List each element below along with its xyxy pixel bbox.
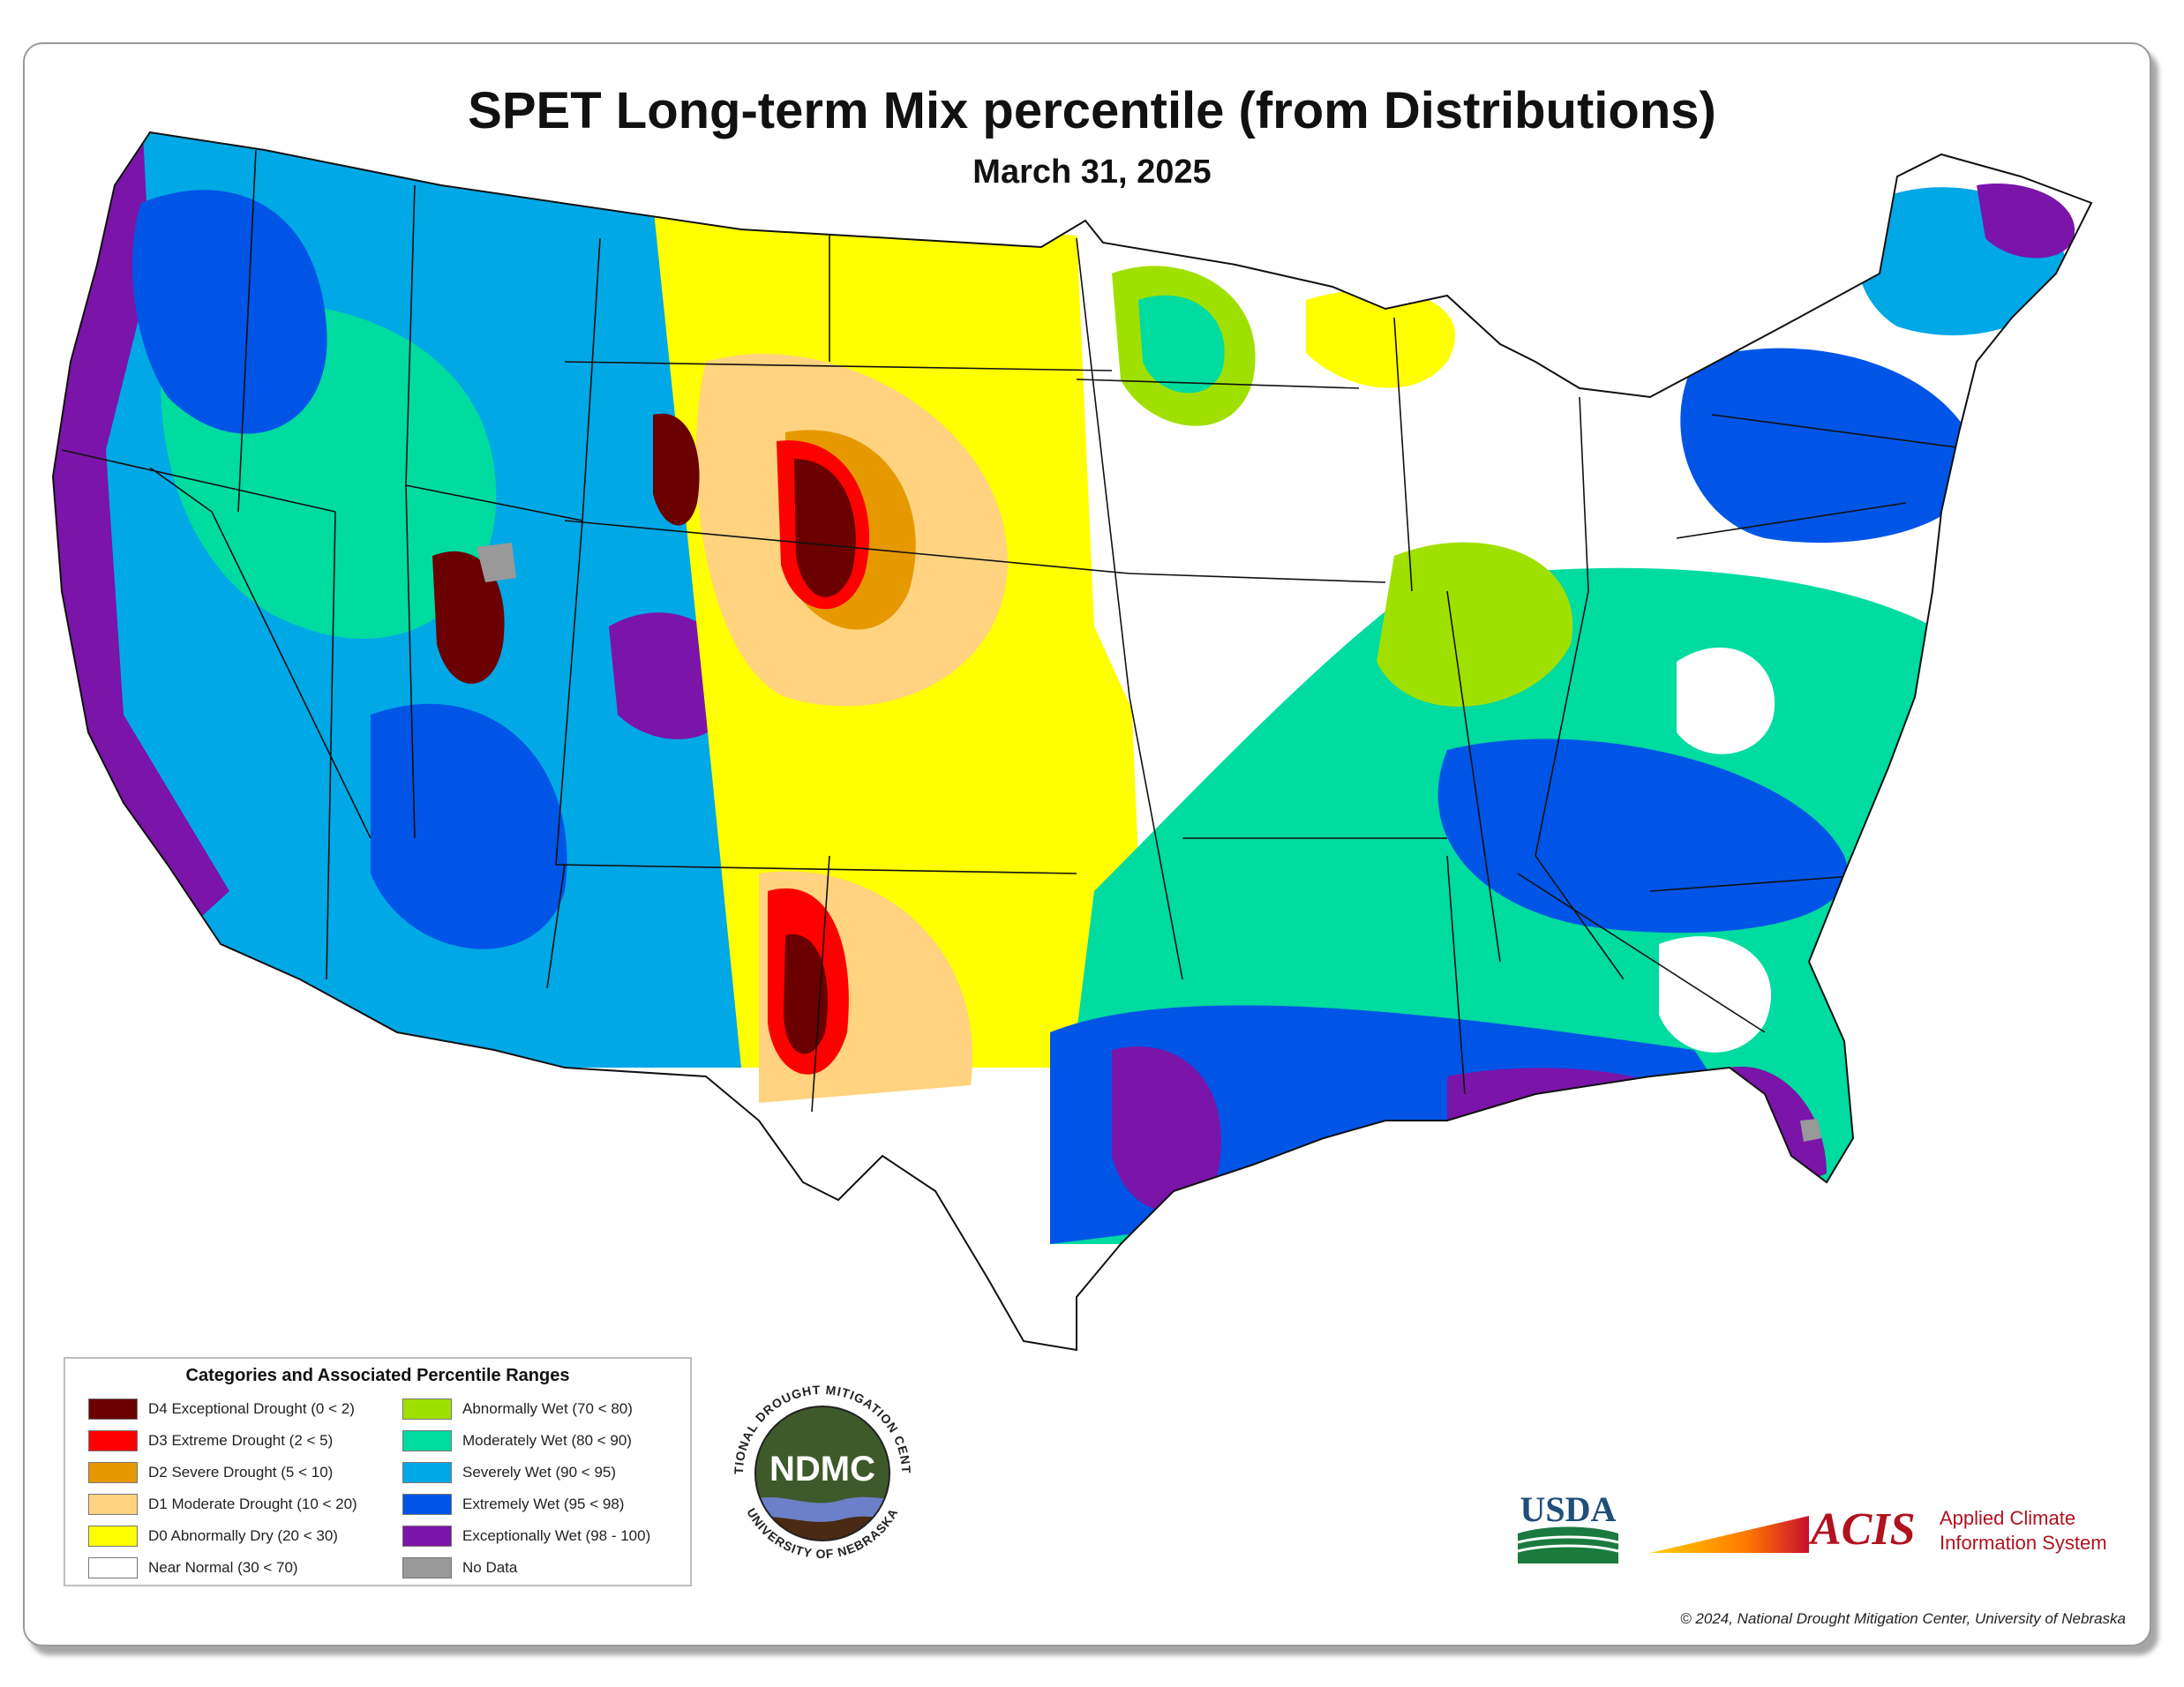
plains-exceptional-drought: [794, 459, 856, 597]
legend-label: Exceptionally Wet (98 - 100): [462, 1527, 651, 1544]
legend-swatch: [88, 1462, 138, 1483]
legend: Categories and Associated Percentile Ran…: [64, 1357, 692, 1586]
northeast-extremely-wet: [1680, 348, 1978, 544]
minnesota-moderately-wet: [1138, 295, 1225, 394]
utah-exceptional-drought: [432, 551, 505, 684]
west-extremely-wet: [132, 190, 327, 434]
legend-item: D3 Extreme Drought (2 < 5): [88, 1429, 333, 1452]
southwest-extremely-wet: [371, 703, 567, 949]
legend-item: Moderately Wet (80 < 90): [402, 1429, 632, 1452]
legend-swatch: [88, 1398, 138, 1420]
legend-swatch: [88, 1526, 138, 1547]
legend-label: D2 Severe Drought (5 < 10): [148, 1464, 334, 1481]
map-date: March 31, 2025: [972, 154, 1212, 191]
gulf-exceptional-wet: [1447, 1068, 1694, 1138]
legend-swatch: [402, 1462, 452, 1483]
legend-item: D1 Moderate Drought (10 < 20): [88, 1493, 357, 1516]
maine-exceptional-wet: [1977, 184, 2075, 259]
legend-label: D4 Exceptional Drought (0 < 2): [148, 1400, 355, 1417]
acis-logo: ACIS Applied Climate Information System: [1650, 1504, 2107, 1555]
map-title: SPET Long-term Mix percentile (from Dist…: [468, 82, 1716, 139]
legend-label: D1 Moderate Drought (10 < 20): [148, 1496, 357, 1512]
legend-item: D2 Severe Drought (5 < 10): [88, 1461, 333, 1484]
legend-swatch: [88, 1557, 138, 1578]
wyoming-exceptional-drought: [653, 413, 700, 526]
legend-swatch: [402, 1430, 452, 1451]
acis-line1: Applied Climate: [1940, 1507, 2075, 1529]
okeechobee-no-data: [1800, 1119, 1821, 1142]
legend-swatch: [88, 1430, 138, 1451]
copyright-text: © 2024, National Drought Mitigation Cent…: [1680, 1610, 2126, 1627]
legend-item: D4 Exceptional Drought (0 < 2): [88, 1398, 355, 1421]
legend-item: Abnormally Wet (70 < 80): [402, 1398, 633, 1421]
legend-label: Near Normal (30 < 70): [148, 1559, 298, 1576]
state-boundaries: [61, 149, 1978, 1113]
legend-swatch: [402, 1526, 452, 1547]
legend-label: D0 Abnormally Dry (20 < 30): [148, 1527, 338, 1544]
legend-title: Categories and Associated Percentile Ran…: [185, 1366, 570, 1385]
nm-exceptional-drought: [784, 933, 828, 1054]
texas-exceptional-wet: [1112, 1046, 1221, 1211]
legend-item: Severely Wet (90 < 95): [402, 1461, 616, 1484]
ndmc-logo: NATIONAL DROUGHT MITIGATION CENTER UNIVE…: [718, 1369, 923, 1574]
legend-label: Moderately Wet (80 < 90): [462, 1432, 632, 1449]
michigan-dry: [1306, 289, 1456, 388]
legend-swatch: [402, 1494, 452, 1515]
legend-label: No Data: [462, 1559, 518, 1576]
ohio-valley-abnormally-wet: [1377, 542, 1573, 707]
legend-item: Extremely Wet (95 < 98): [402, 1493, 624, 1516]
legend-swatch: [402, 1398, 452, 1420]
usda-logo: USDA: [1517, 1489, 1619, 1563]
legend-item: No Data: [402, 1556, 517, 1579]
acis-swoosh: [1650, 1516, 1809, 1553]
conus-border: [51, 131, 2093, 1352]
legend-label: Severely Wet (90 < 95): [462, 1464, 617, 1481]
conus-percentile-map: [51, 131, 2093, 1352]
acis-acronym: ACIS: [1808, 1504, 1916, 1555]
legend-label: D3 Extreme Drought (2 < 5): [148, 1432, 334, 1449]
appalachia-near-normal: [1677, 647, 1775, 754]
legend-item: Exceptionally Wet (98 - 100): [402, 1525, 650, 1548]
legend-item: D0 Abnormally Dry (20 < 30): [88, 1525, 338, 1548]
ndmc-acronym: NDMC: [769, 1450, 875, 1488]
acis-line2: Information System: [1940, 1532, 2107, 1554]
legend-swatch: [88, 1494, 138, 1515]
legend-label: Extremely Wet (95 < 98): [462, 1496, 625, 1512]
legend-swatch: [402, 1557, 452, 1578]
legend-label: Abnormally Wet (70 < 80): [462, 1400, 633, 1417]
great-salt-lake-no-data: [477, 543, 516, 582]
georgia-near-normal: [1659, 936, 1772, 1053]
usda-wordmark: USDA: [1520, 1489, 1617, 1529]
legend-item: Near Normal (30 < 70): [88, 1556, 298, 1579]
